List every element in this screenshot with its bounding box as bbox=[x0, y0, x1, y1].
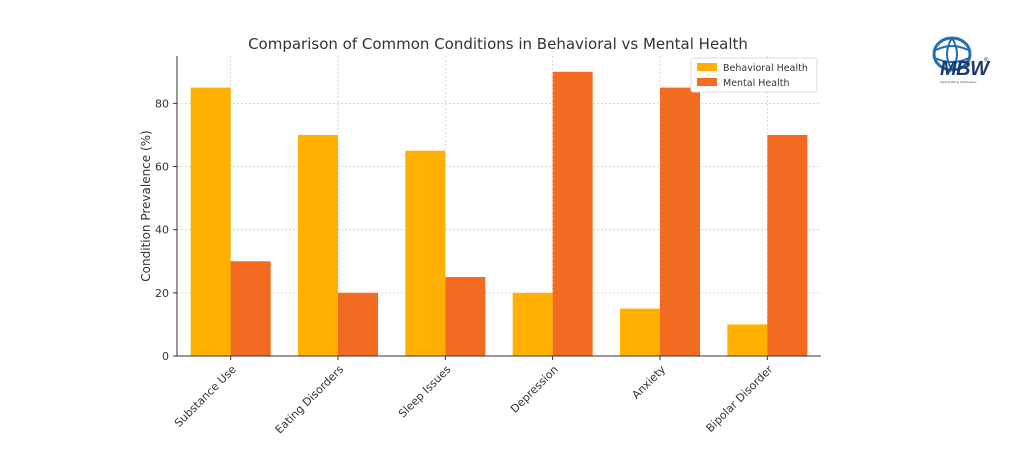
legend-label: Mental Health bbox=[723, 78, 789, 89]
x-tick-label: Substance Use bbox=[172, 363, 239, 430]
logo-text: MBW bbox=[940, 58, 989, 80]
x-tick-label: Sleep Issues bbox=[396, 363, 454, 421]
bar-behavioral-sleep-issues bbox=[405, 150, 446, 356]
grid bbox=[177, 56, 821, 356]
logo-globe-icon bbox=[932, 36, 972, 72]
bar-mental-substance-use bbox=[230, 261, 271, 356]
x-ticks: Substance Use Eating Disorders Sleep Issue… bbox=[172, 356, 776, 436]
legend: Behavioral Health Mental Health bbox=[690, 57, 818, 93]
logo-registered: ® bbox=[984, 58, 989, 64]
y-tick-label: 0 bbox=[162, 350, 169, 363]
bar-behavioral-anxiety bbox=[620, 308, 660, 356]
x-tick-label: Eating Disorders bbox=[273, 363, 347, 437]
bar-mental-bipolar-disorder bbox=[767, 134, 808, 356]
bar-behavioral-eating-disorders bbox=[298, 134, 338, 356]
axes bbox=[176, 56, 821, 357]
y-tick-label: 20 bbox=[155, 287, 169, 300]
y-tick-label: 80 bbox=[155, 97, 169, 110]
y-tick-label: 40 bbox=[155, 224, 169, 237]
bar-mental-sleep-issues bbox=[445, 277, 486, 356]
bars bbox=[190, 71, 808, 356]
bar-mental-eating-disorders bbox=[338, 292, 378, 356]
x-tick-label: Anxiety bbox=[629, 363, 668, 402]
bar-mental-depression bbox=[552, 71, 593, 356]
legend-swatch bbox=[697, 78, 717, 86]
x-tick-label: Depression bbox=[508, 363, 561, 416]
bar-mental-anxiety bbox=[660, 87, 700, 356]
legend-label: Behavioral Health bbox=[723, 63, 808, 74]
y-ticks: 0 20 40 60 80 bbox=[155, 97, 177, 363]
chart-title: Comparison of Common Conditions in Behav… bbox=[248, 35, 748, 53]
y-axis-label: Condition Prevalence (%) bbox=[139, 130, 153, 282]
y-tick-label: 60 bbox=[155, 161, 169, 174]
legend-box bbox=[690, 57, 818, 93]
bar-behavioral-substance-use bbox=[190, 87, 231, 356]
bar-behavioral-bipolar-disorder bbox=[727, 324, 768, 356]
x-tick-label: Bipolar Disorder bbox=[704, 363, 776, 435]
legend-swatch bbox=[697, 63, 717, 71]
bar-behavioral-depression bbox=[512, 292, 553, 356]
logo-tagline: Medical Billing Wholesalers bbox=[940, 80, 977, 84]
